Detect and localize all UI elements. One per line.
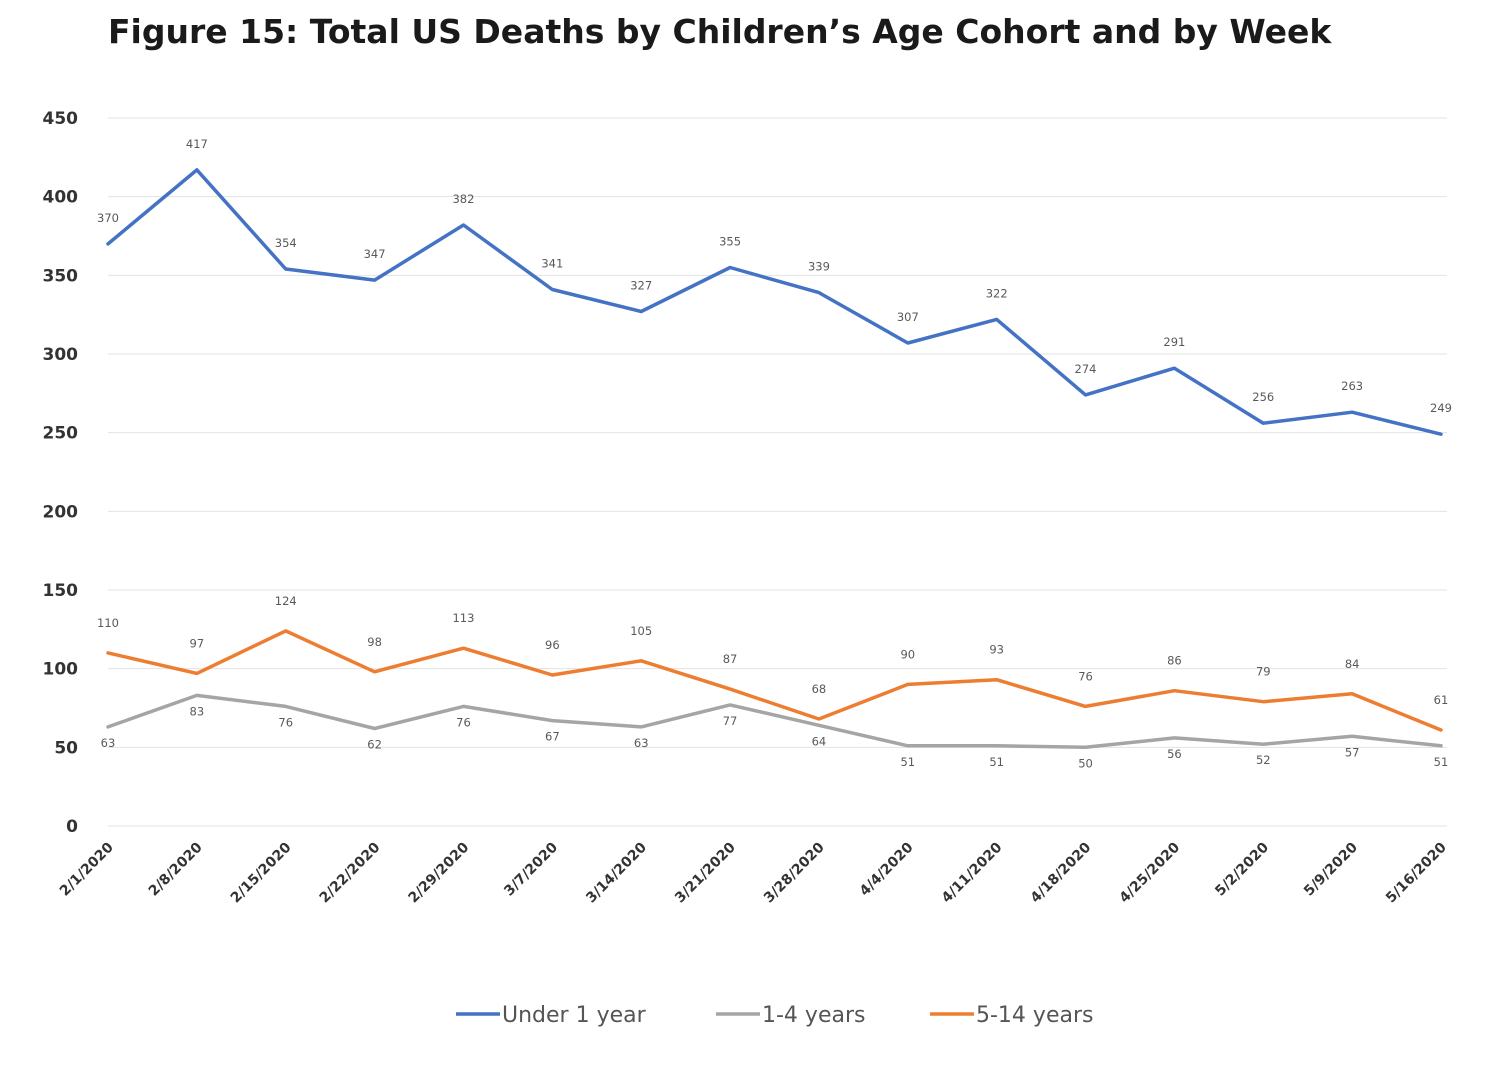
data-label: 93: [989, 643, 1004, 657]
x-tick-label: 3/28/2020: [761, 839, 828, 906]
data-label: 354: [275, 236, 297, 250]
data-label: 68: [812, 682, 827, 696]
series-lines: [106, 168, 1443, 750]
data-labels: 370 417 354 347 382 341 327 355 339 307 322 274 291 2…: [97, 137, 1452, 770]
y-tick-label: 400: [43, 188, 79, 208]
data-label: 347: [364, 247, 386, 261]
data-label: 51: [1434, 755, 1449, 769]
data-label: 52: [1256, 753, 1271, 767]
x-tick-label: 5/16/2020: [1383, 839, 1450, 906]
data-label: 61: [1434, 693, 1449, 707]
data-label: 382: [452, 192, 474, 206]
data-label: 322: [986, 286, 1008, 300]
x-tick-label: 4/11/2020: [939, 839, 1006, 906]
x-tick-label: 4/25/2020: [1116, 839, 1183, 906]
data-label: 84: [1345, 657, 1360, 671]
data-label: 76: [1078, 669, 1093, 683]
legend-label: Under 1 year: [502, 1003, 647, 1028]
data-label: 105: [630, 624, 652, 638]
x-tick-label: 4/4/2020: [857, 839, 917, 899]
data-label: 56: [1167, 747, 1182, 761]
x-tick-label: 3/14/2020: [583, 839, 650, 906]
x-tick-label: 3/21/2020: [672, 839, 739, 906]
data-label: 76: [456, 715, 471, 729]
legend-label: 5-14 years: [976, 1003, 1093, 1028]
y-tick-label: 450: [43, 109, 79, 129]
data-label: 341: [541, 256, 563, 270]
x-tick-label: 2/15/2020: [228, 839, 295, 906]
data-label: 96: [545, 638, 560, 652]
y-axis-ticks: 0 50 100 150 200 250 300 350 400 450: [43, 109, 79, 837]
data-label: 97: [190, 636, 205, 650]
data-label: 339: [808, 260, 830, 274]
data-label: 355: [719, 234, 741, 248]
legend-label: 1-4 years: [762, 1003, 865, 1028]
data-label: 63: [101, 736, 116, 750]
series-line: [106, 629, 1443, 732]
y-tick-label: 200: [43, 502, 79, 522]
data-label: 51: [989, 755, 1004, 769]
data-label: 249: [1430, 401, 1452, 415]
data-label: 263: [1341, 379, 1363, 393]
data-label: 124: [275, 594, 297, 608]
x-tick-label: 2/29/2020: [406, 839, 473, 906]
gridlines: [108, 117, 1447, 827]
data-label: 110: [97, 616, 119, 630]
data-label: 79: [1256, 665, 1271, 679]
y-tick-label: 300: [43, 345, 79, 365]
x-tick-label: 3/7/2020: [501, 839, 561, 899]
data-label: 327: [630, 279, 652, 293]
chart-title: Figure 15: Total US Deaths by Children’s…: [108, 12, 1332, 51]
y-tick-label: 50: [54, 738, 78, 758]
data-label: 87: [723, 652, 738, 666]
y-tick-label: 150: [43, 581, 79, 601]
y-tick-label: 350: [43, 266, 79, 286]
x-axis-ticks: 2/1/2020 2/8/2020 2/15/2020 2/22/2020 2/29/2…: [57, 839, 1450, 906]
data-label: 98: [367, 635, 382, 649]
data-label: 67: [545, 730, 560, 744]
data-label: 63: [634, 736, 649, 750]
y-tick-label: 0: [66, 817, 78, 837]
data-label: 64: [812, 734, 827, 748]
data-label: 57: [1345, 745, 1360, 759]
x-tick-label: 4/18/2020: [1028, 839, 1095, 906]
x-tick-label: 5/9/2020: [1301, 839, 1361, 899]
legend: Under 1 year 1-4 years 5-14 years: [456, 1003, 1093, 1028]
series-line: [106, 168, 1443, 436]
series-line: [106, 693, 1443, 750]
data-label: 83: [190, 704, 205, 718]
data-label: 86: [1167, 654, 1182, 668]
data-label: 291: [1163, 335, 1185, 349]
x-tick-label: 2/1/2020: [57, 839, 117, 899]
data-label: 274: [1075, 362, 1097, 376]
data-label: 62: [367, 737, 382, 751]
x-tick-label: 2/8/2020: [146, 839, 206, 899]
x-tick-label: 2/22/2020: [317, 839, 384, 906]
x-tick-label: 5/2/2020: [1212, 839, 1272, 899]
y-tick-label: 250: [43, 424, 79, 444]
data-label: 77: [723, 714, 738, 728]
data-label: 417: [186, 137, 208, 151]
data-label: 51: [900, 755, 915, 769]
y-tick-label: 100: [43, 660, 79, 680]
data-label: 76: [278, 715, 293, 729]
data-label: 90: [900, 647, 915, 661]
data-label: 370: [97, 211, 119, 225]
data-label: 256: [1252, 390, 1274, 404]
data-label: 113: [452, 611, 474, 625]
data-label: 307: [897, 310, 919, 324]
data-label: 50: [1078, 756, 1093, 770]
